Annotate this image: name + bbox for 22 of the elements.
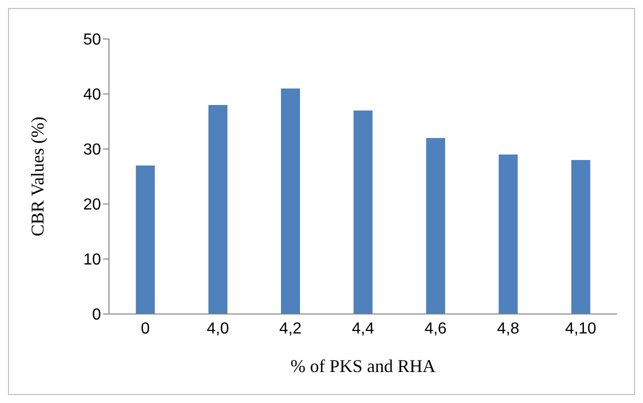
x-tick-label: 4,8 xyxy=(497,320,520,338)
y-tick-label: 20 xyxy=(83,196,102,214)
x-tick-label: 4,10 xyxy=(565,320,596,338)
y-tick-label: 0 xyxy=(92,306,102,324)
y-axis-title: CBR Values (%) xyxy=(27,116,48,236)
y-tick-label: 30 xyxy=(83,142,102,159)
y-tick-label: 50 xyxy=(83,32,102,49)
y-tick-label: 40 xyxy=(83,86,102,104)
x-axis-title: % of PKS and RHA xyxy=(290,356,436,376)
x-tick-label: 4,6 xyxy=(424,320,447,338)
bar xyxy=(571,160,590,314)
y-tick-label: 10 xyxy=(83,252,102,269)
x-tick-label: 4,2 xyxy=(279,320,302,338)
bar xyxy=(498,154,518,314)
bar xyxy=(354,110,373,314)
bar xyxy=(136,166,155,314)
x-tick-label: 4,4 xyxy=(352,320,374,338)
bar xyxy=(208,105,228,314)
x-tick-label: 0 xyxy=(140,320,150,338)
bar xyxy=(280,88,300,314)
bar xyxy=(426,138,446,314)
x-tick-label: 4,0 xyxy=(206,320,230,338)
